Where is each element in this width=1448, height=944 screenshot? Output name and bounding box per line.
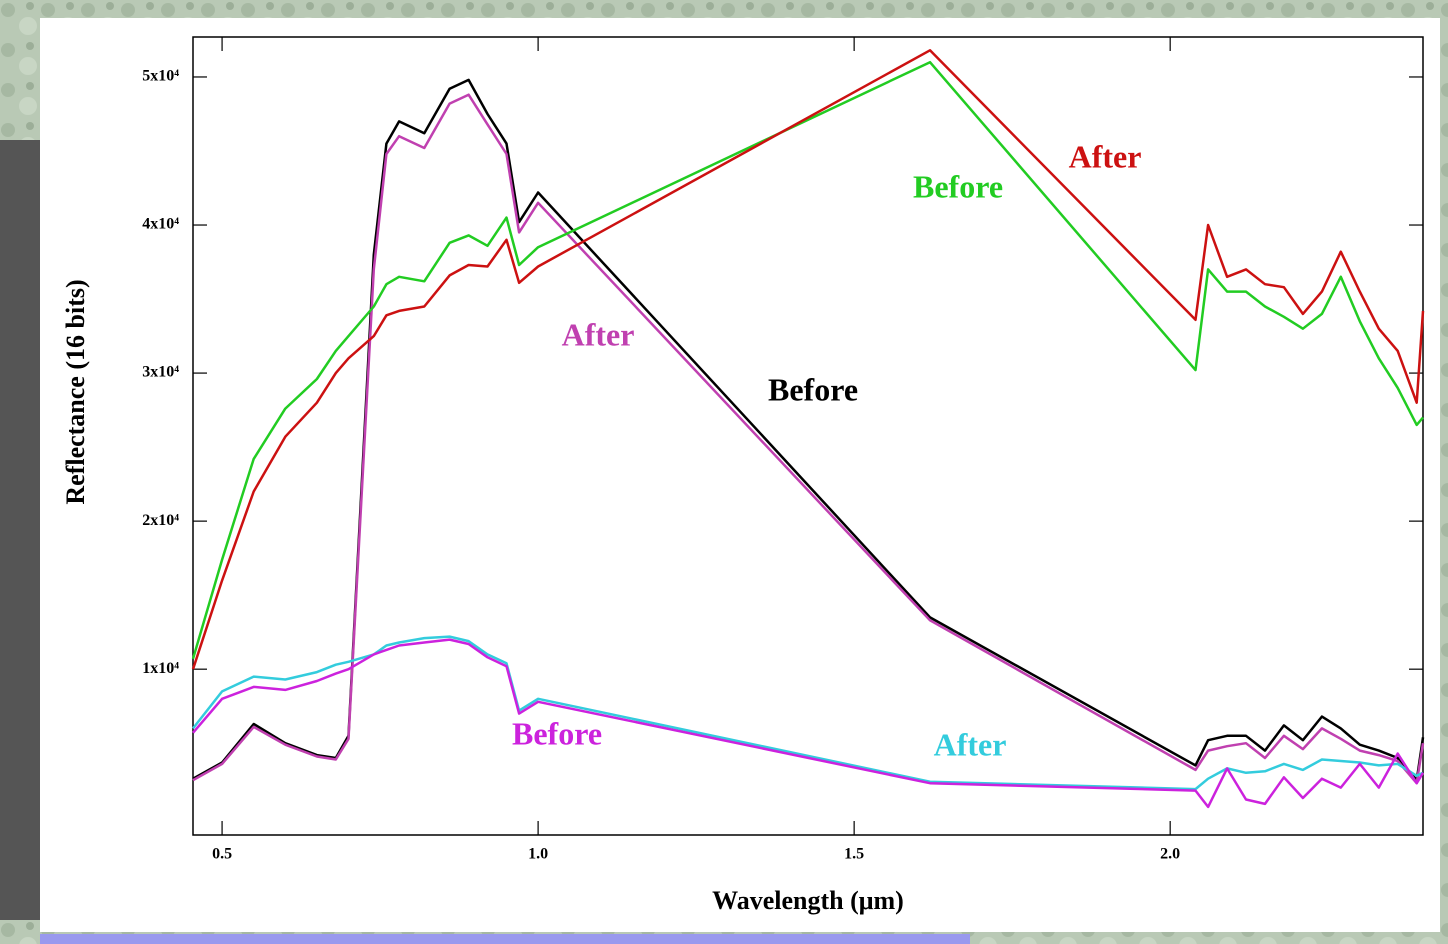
annotation: Before [913,168,1003,204]
annotation: Before [512,715,602,751]
x-tick-label: 0.5 [212,846,232,863]
y-axis-title: Reflectance (16 bits) [61,279,90,504]
side-image [0,140,40,920]
footer-bar [40,934,970,944]
annotation: After [1069,138,1142,174]
annotation: After [562,316,635,352]
y-tick-label: 5x10⁴ [142,68,179,85]
annotation: Before [768,371,858,407]
y-tick-label: 1x10⁴ [142,660,179,677]
x-tick-label: 1.0 [528,846,548,863]
x-axis-title: Wavelength (μm) [712,886,904,915]
x-tick-label: 1.5 [844,846,864,863]
series-line [192,635,1424,791]
series-line [191,49,1425,670]
y-tick-label: 2x10⁴ [142,512,179,529]
annotation: After [934,726,1007,762]
series-line [191,60,1424,660]
y-tick-label: 4x10⁴ [142,216,179,233]
x-tick-label: 2.0 [1160,846,1180,863]
plot-frame [192,36,1424,836]
series-line [192,93,1425,785]
series-line [192,638,1425,809]
y-tick-label: 3x10⁴ [142,364,179,381]
